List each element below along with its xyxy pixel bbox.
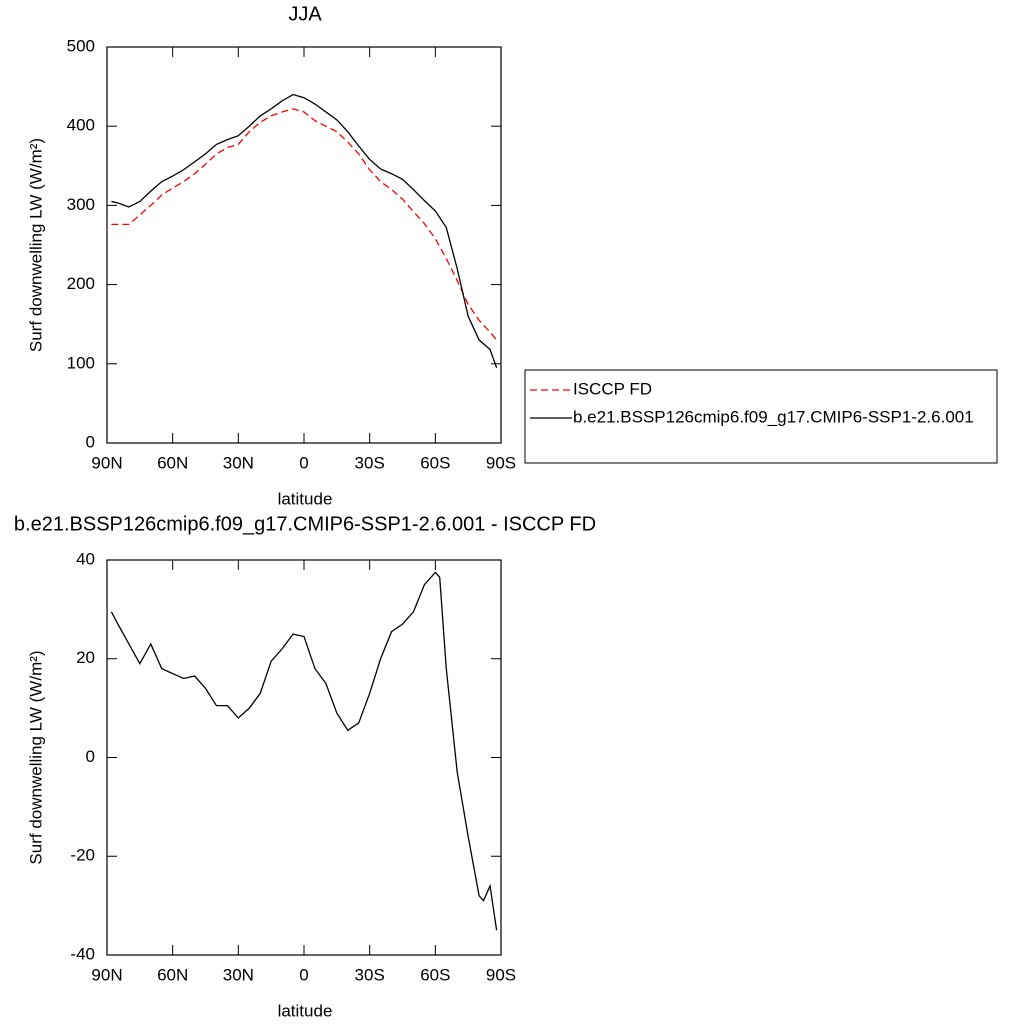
x-tick-label: 60N bbox=[157, 453, 188, 472]
x-tick-label: 90S bbox=[486, 453, 516, 472]
x-tick-label: 30N bbox=[223, 453, 254, 472]
data-line bbox=[110, 571, 498, 931]
y-axis-label: Surf downwelling LW (W/m²) bbox=[26, 650, 45, 864]
legend-label: b.e21.BSSP126cmip6.f09_g17.CMIP6-SSP1-2.… bbox=[573, 407, 974, 426]
x-tick-label: 90N bbox=[91, 453, 122, 472]
data-line bbox=[111, 93, 498, 368]
y-tick-label: 0 bbox=[86, 432, 95, 451]
plot-frame bbox=[106, 46, 502, 444]
x-tick-label: 90N bbox=[91, 965, 122, 984]
x-tick-label: 60S bbox=[420, 965, 450, 984]
x-tick-label: 30N bbox=[223, 965, 254, 984]
data-line bbox=[111, 108, 498, 341]
x-tick-label: 30S bbox=[355, 453, 385, 472]
x-axis-label: latitude bbox=[278, 1001, 333, 1020]
plot-frame bbox=[106, 559, 502, 956]
x-tick-label: 0 bbox=[299, 453, 308, 472]
x-tick-label: 0 bbox=[299, 965, 308, 984]
y-tick-label: 200 bbox=[67, 274, 95, 293]
y-tick-label: 20 bbox=[76, 648, 95, 667]
chart-title: JJA bbox=[288, 3, 322, 25]
legend-box bbox=[524, 369, 998, 464]
chart-title: b.e21.BSSP126cmip6.f09_g17.CMIP6-SSP1-2.… bbox=[14, 513, 596, 535]
y-tick-label: 400 bbox=[67, 116, 95, 135]
y-tick-label: 500 bbox=[67, 36, 95, 55]
y-axis-label: Surf downwelling LW (W/m²) bbox=[26, 138, 45, 352]
y-tick-label: 100 bbox=[67, 353, 95, 372]
x-tick-label: 60S bbox=[420, 453, 450, 472]
y-tick-label: 40 bbox=[76, 549, 95, 568]
y-tick-label: 0 bbox=[86, 747, 95, 766]
x-tick-label: 90S bbox=[486, 965, 516, 984]
y-tick-label: -40 bbox=[70, 944, 95, 963]
y-tick-label: 300 bbox=[67, 195, 95, 214]
y-tick-label: -20 bbox=[70, 846, 95, 865]
legend-label: ISCCP FD bbox=[573, 379, 652, 398]
x-tick-label: 30S bbox=[355, 965, 385, 984]
x-tick-label: 60N bbox=[157, 965, 188, 984]
x-axis-label: latitude bbox=[278, 489, 333, 508]
